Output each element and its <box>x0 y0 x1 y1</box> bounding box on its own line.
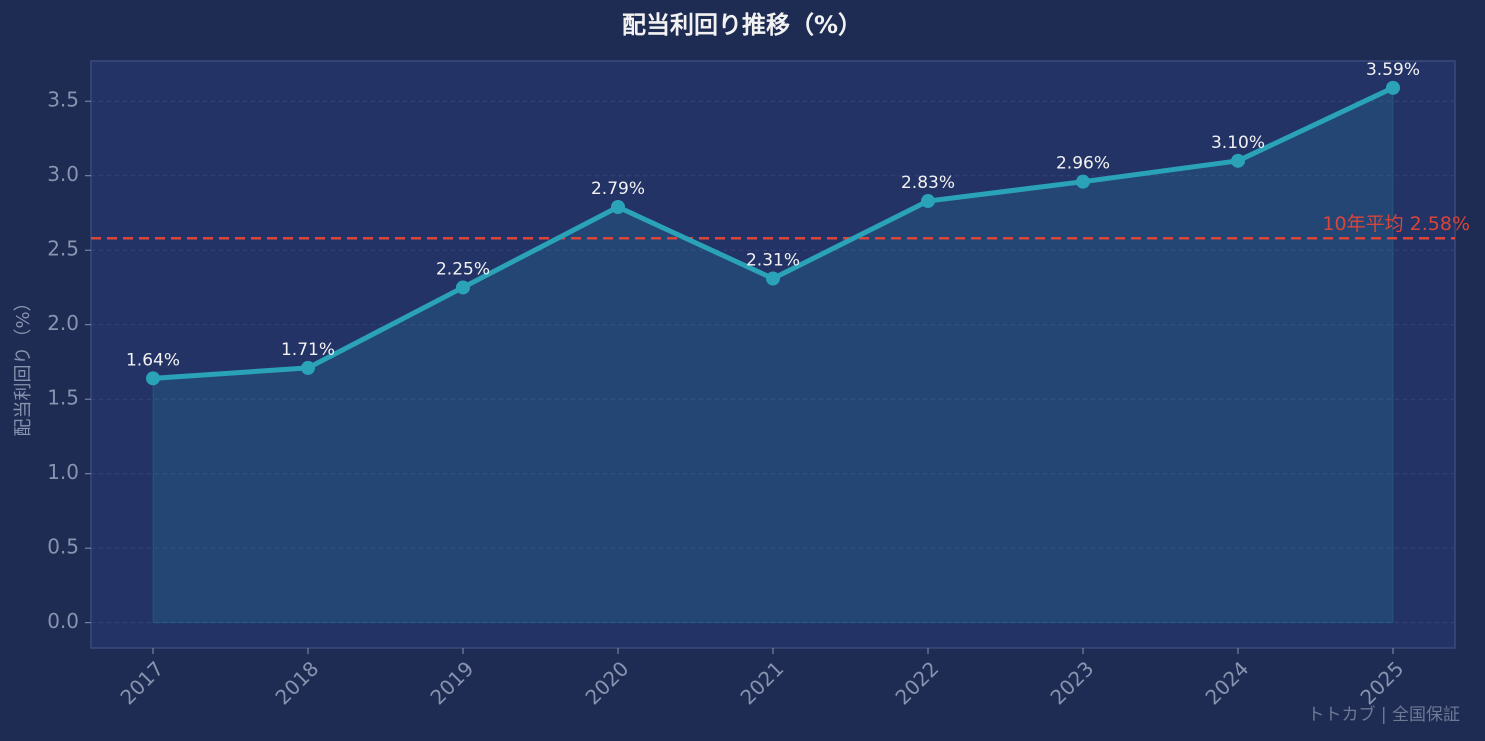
value-label: 2.31% <box>746 251 800 271</box>
point <box>1386 80 1400 95</box>
point <box>146 371 160 386</box>
value-label: 2.83% <box>901 173 955 193</box>
y-tick-label: 3.0 <box>47 162 79 186</box>
value-label: 1.64% <box>126 350 180 370</box>
value-label: 3.10% <box>1211 133 1265 153</box>
value-label: 2.25% <box>436 259 490 279</box>
point <box>611 200 625 215</box>
point <box>456 280 470 295</box>
y-tick-label: 1.5 <box>47 386 79 410</box>
y-axis-label: 配当利回り（%） <box>13 293 34 436</box>
y-tick-label: 3.5 <box>47 88 79 112</box>
y-tick-label: 0.0 <box>47 609 79 633</box>
point <box>1076 174 1090 189</box>
y-tick-label: 0.5 <box>47 535 79 559</box>
value-label: 2.79% <box>591 179 645 199</box>
average-label: 10年平均 2.58% <box>1322 213 1470 235</box>
point <box>301 360 315 375</box>
point <box>766 271 780 286</box>
y-tick-label: 1.0 <box>47 460 79 484</box>
value-label: 3.59% <box>1366 60 1420 80</box>
point <box>1231 153 1245 168</box>
y-tick-label: 2.0 <box>47 311 79 335</box>
value-label: 1.71% <box>281 340 335 360</box>
y-tick-label: 2.5 <box>47 237 79 261</box>
plot-area <box>90 60 1456 649</box>
chart-title: 配当利回り推移（%） <box>622 11 862 39</box>
point <box>921 194 935 209</box>
watermark: トトカブ | 全国保証 <box>1307 704 1460 725</box>
value-label: 2.96% <box>1056 154 1110 174</box>
